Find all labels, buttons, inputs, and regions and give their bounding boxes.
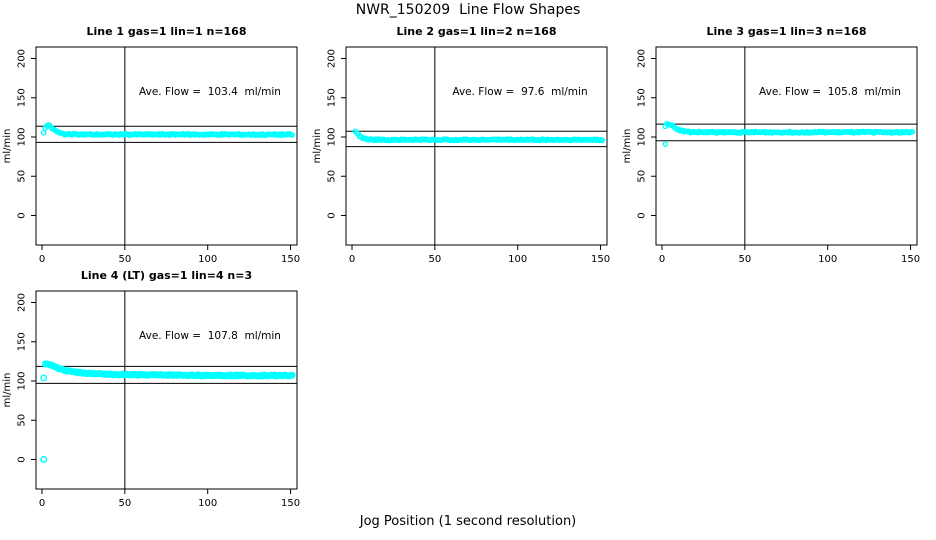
y-tick-label: 50 xyxy=(637,170,648,183)
plot-box xyxy=(345,46,608,246)
data-point xyxy=(288,371,296,379)
x-tick-label: 150 xyxy=(901,254,920,265)
x-tick-label: 50 xyxy=(118,254,131,265)
y-tick-label: 50 xyxy=(327,170,338,183)
plot-box xyxy=(35,46,298,246)
y-tick-label: 0 xyxy=(327,212,338,218)
x-tick-label: 0 xyxy=(659,254,665,265)
panel-line-4: Line 4 (LT) gas=1 lin=4 n=3 Ave. Flow = … xyxy=(0,264,310,516)
y-tick-label: 150 xyxy=(17,332,28,351)
outlier-point xyxy=(40,374,48,382)
x-tick-label: 50 xyxy=(118,498,131,509)
x-tick-label: 50 xyxy=(428,254,441,265)
y-tick-label: 200 xyxy=(327,49,338,68)
ave-flow-annotation: Ave. Flow = 97.6 ml/min xyxy=(452,86,588,98)
panel-title: Line 3 gas=1 lin=3 n=168 xyxy=(706,25,867,38)
x-tick-label: 150 xyxy=(281,254,300,265)
y-tick-label: 200 xyxy=(637,49,648,68)
y-tick-label: 150 xyxy=(327,88,338,107)
x-tick-label: 0 xyxy=(39,254,45,265)
x-tick-label: 150 xyxy=(281,498,300,509)
y-tick-label: 100 xyxy=(637,127,648,146)
y-tick-label: 50 xyxy=(17,414,28,427)
ave-flow-annotation: Ave. Flow = 105.8 ml/min xyxy=(759,86,901,98)
y-tick-label: 200 xyxy=(17,49,28,68)
panel-line-2: Line 2 gas=1 lin=2 n=168 Ave. Flow = 97.… xyxy=(310,20,620,272)
y-tick-label: 100 xyxy=(17,371,28,390)
y-tick-label: 150 xyxy=(637,88,648,107)
x-tick-label: 100 xyxy=(508,254,527,265)
x-tick-label: 50 xyxy=(738,254,751,265)
panel-title: Line 2 gas=1 lin=2 n=168 xyxy=(396,25,557,38)
y-axis-label: ml/min xyxy=(2,373,13,408)
y-tick-label: 0 xyxy=(637,212,648,218)
data-points xyxy=(662,120,916,147)
panel-title: Line 4 (LT) gas=1 lin=4 n=3 xyxy=(80,269,253,282)
outlier-point xyxy=(662,141,669,147)
data-points xyxy=(40,360,296,463)
data-points xyxy=(352,128,606,144)
ave-flow-annotation: Ave. Flow = 103.4 ml/min xyxy=(139,86,281,98)
y-axis-label: ml/min xyxy=(312,129,323,164)
x-tick-label: 0 xyxy=(39,498,45,509)
data-point xyxy=(599,137,606,144)
x-tick-label: 100 xyxy=(818,254,837,265)
plot-box xyxy=(35,290,298,490)
x-tick-label: 150 xyxy=(591,254,610,265)
x-tick-label: 100 xyxy=(198,254,217,265)
panel-line-1: Line 1 gas=1 lin=1 n=168 Ave. Flow = 103… xyxy=(0,20,310,272)
outlier-point xyxy=(40,129,47,136)
y-tick-label: 100 xyxy=(327,127,338,146)
y-tick-label: 200 xyxy=(17,293,28,312)
panel-line-3: Line 3 gas=1 lin=3 n=168 Ave. Flow = 105… xyxy=(620,20,936,272)
panel-title: Line 1 gas=1 lin=1 n=168 xyxy=(86,25,247,38)
panel-plot-svg: 0 50 100 150 200 0 50 100 150 ml/min xyxy=(622,46,920,265)
panel-plot-svg: 0 50 100 150 200 0 50 100 150 ml/min xyxy=(2,290,300,509)
y-tick-label: 0 xyxy=(17,456,28,462)
y-tick-label: 150 xyxy=(17,88,28,107)
data-point xyxy=(289,132,296,138)
panel-plot-svg: 0 50 100 150 200 0 50 100 150 ml/min xyxy=(312,46,610,265)
x-axis-title: Jog Position (1 second resolution) xyxy=(359,514,577,529)
ave-flow-annotation: Ave. Flow = 107.8 ml/min xyxy=(139,330,281,342)
data-points xyxy=(40,122,296,139)
figure-title: NWR_150209 Line Flow Shapes xyxy=(355,2,581,18)
y-axis-label: ml/min xyxy=(2,129,13,164)
y-tick-label: 50 xyxy=(17,170,28,183)
x-tick-label: 100 xyxy=(198,498,217,509)
y-axis-label: ml/min xyxy=(622,129,633,164)
y-tick-label: 100 xyxy=(17,127,28,146)
outlier-point xyxy=(40,456,48,463)
x-tick-label: 0 xyxy=(349,254,355,265)
y-tick-label: 0 xyxy=(17,212,28,218)
plot-box xyxy=(655,46,918,246)
panel-plot-svg: 0 50 100 150 200 0 50 100 150 ml/min xyxy=(2,46,300,265)
data-point xyxy=(909,128,916,135)
